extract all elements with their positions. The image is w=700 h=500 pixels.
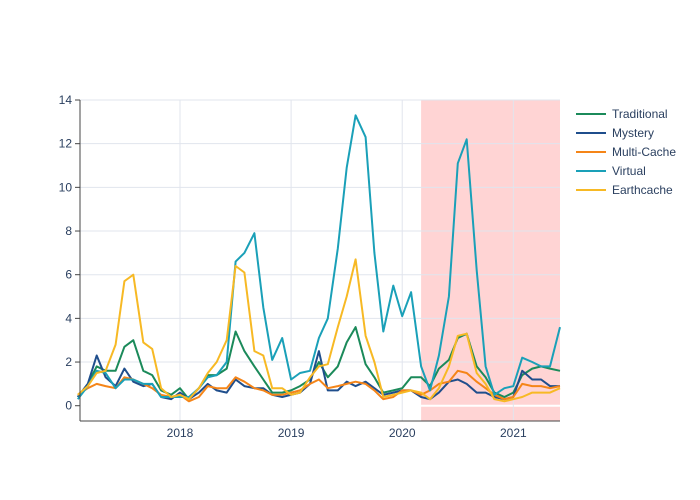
plot-area [77,99,561,422]
legend-item-multi-cache[interactable]: Multi-Cache [576,145,676,159]
x-axis-ticks: 2018 2019 2020 2021 [167,426,527,440]
y-tick-label: 10 [59,180,73,194]
y-tick-label: 8 [65,224,72,238]
y-tick-label: 12 [59,137,73,151]
legend-label: Earthcache [612,183,673,197]
x-tick-label: 2021 [500,426,527,440]
legend-item-virtual[interactable]: Virtual [576,164,646,178]
y-tick-label: 4 [65,311,72,325]
legend-label: Multi-Cache [612,145,676,159]
y-tick-label: 6 [65,268,72,282]
y-tick-label: 0 [65,399,72,413]
legend[interactable]: Traditional Mystery Multi-Cache Virtual Eart… [576,107,676,197]
series-line-virtual[interactable] [77,114,561,400]
legend-item-earthcache[interactable]: Earthcache [576,183,673,197]
x-tick-label: 2019 [278,426,305,440]
legend-label: Traditional [612,107,668,121]
x-tick-label: 2020 [389,426,416,440]
series-line-earthcache[interactable] [77,258,561,403]
series-lines [77,114,561,403]
highlight-region [421,100,560,421]
y-tick-label: 2 [65,355,72,369]
legend-item-mystery[interactable]: Mystery [576,126,654,140]
legend-label: Virtual [612,164,646,178]
legend-item-traditional[interactable]: Traditional [576,107,668,121]
series-line-traditional[interactable] [77,326,561,401]
y-axis-ticks: 0 2 4 6 8 10 12 14 [59,93,80,413]
x-tick-label: 2018 [167,426,194,440]
legend-label: Mystery [612,126,654,140]
y-tick-label: 14 [59,93,73,107]
